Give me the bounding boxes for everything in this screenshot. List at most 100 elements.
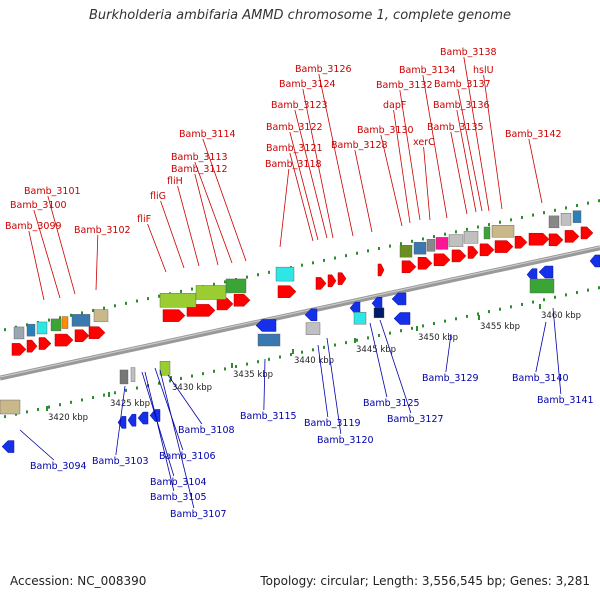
reverse-label-leader <box>369 322 388 398</box>
reverse-label-leader <box>154 367 184 451</box>
forward-gene-label: Bamb_3124 <box>279 79 336 90</box>
gene-block <box>0 399 21 415</box>
tick-row-bottom <box>191 374 193 378</box>
forward-label-leader <box>47 195 76 295</box>
tick-row-bottom <box>301 350 303 354</box>
forward-label-leader <box>483 74 503 210</box>
reverse-label-leader <box>263 358 266 411</box>
reverse-gene-arrow <box>538 265 554 279</box>
tick-row-bottom <box>367 336 369 340</box>
gene-block <box>61 316 69 329</box>
tick-row-top <box>466 227 468 231</box>
forward-gene-label: Bamb_3142 <box>505 129 562 140</box>
tick-row-top <box>356 251 358 255</box>
gene-block <box>463 231 479 244</box>
gene-block <box>413 241 427 255</box>
gene-block <box>159 361 171 376</box>
tick-row-top <box>367 249 369 253</box>
tick-row-bottom <box>543 298 545 302</box>
reverse-gene-label: Bamb_3094 <box>30 461 87 472</box>
gene-block <box>275 266 295 282</box>
tick-row-bottom <box>587 288 589 292</box>
scale-tick <box>231 363 233 368</box>
gene-block <box>560 213 572 226</box>
forward-label-leader <box>399 89 421 221</box>
forward-gene-label: Bamb_3138 <box>440 47 497 58</box>
forward-gene-arrow <box>564 230 580 243</box>
tick-row-bottom <box>411 326 413 330</box>
forward-gene-arrow <box>548 233 564 247</box>
tick-row-bottom <box>422 324 424 328</box>
tick-row-bottom <box>103 393 105 397</box>
gene-block <box>491 225 515 238</box>
tick-row-top <box>224 280 226 284</box>
reverse-gene-arrow <box>371 297 383 310</box>
reverse-gene-label: Bamb_3115 <box>240 411 297 422</box>
tick-row-top <box>147 297 149 301</box>
reverse-gene-label: Bamb_3108 <box>178 425 235 436</box>
tick-row-top <box>334 256 336 260</box>
scale-label: 3435 kbp <box>233 370 273 380</box>
gene-block <box>71 314 91 327</box>
tick-row-bottom <box>510 305 512 309</box>
gene-block <box>483 226 491 240</box>
forward-label-leader <box>289 131 319 241</box>
gene-block <box>195 285 227 300</box>
tick-row-bottom <box>598 286 600 290</box>
forward-gene-arrow <box>494 240 514 253</box>
tick-row-top <box>323 258 325 262</box>
gene-block <box>305 322 321 335</box>
scale-tick <box>46 406 48 411</box>
forward-gene-label: dapF <box>383 100 406 111</box>
gene-block <box>225 278 247 294</box>
forward-gene-arrow <box>327 274 337 288</box>
tick-row-top <box>191 287 193 291</box>
reverse-gene-label: Bamb_3105 <box>150 492 207 503</box>
forward-label-leader <box>457 88 483 212</box>
topology-label: Topology: circular; Length: 3,556,545 bp… <box>260 574 590 588</box>
tick-row-top <box>312 261 314 265</box>
forward-gene-label: Bamb_3100 <box>10 200 67 211</box>
forward-gene-label: Bamb_3099 <box>5 221 62 232</box>
gene-block <box>353 311 367 325</box>
tick-row-top <box>268 270 270 274</box>
tick-row-top <box>554 208 556 212</box>
tick-row-top <box>81 311 83 315</box>
forward-gene-arrow <box>11 343 27 356</box>
tick-row-top <box>444 232 446 236</box>
forward-label-leader <box>202 138 247 262</box>
forward-label-leader <box>95 234 99 291</box>
tick-row-bottom <box>92 396 94 400</box>
forward-label-leader <box>456 109 477 213</box>
tick-row-bottom <box>356 338 358 342</box>
tick-row-bottom <box>565 293 567 297</box>
tick-row-bottom <box>70 400 72 404</box>
forward-label-leader <box>528 138 543 204</box>
scale-tick <box>170 376 172 381</box>
dna-backbone <box>0 245 600 381</box>
tick-row-bottom <box>279 355 281 359</box>
gene-block <box>119 369 129 385</box>
reverse-label-leader <box>115 385 126 456</box>
forward-gene-arrow <box>162 309 186 322</box>
tick-row-bottom <box>444 319 446 323</box>
forward-label-leader <box>194 161 233 264</box>
reverse-gene-arrow <box>1 440 15 453</box>
tick-row-top <box>125 301 127 305</box>
reverse-gene-label: Bamb_3127 <box>387 414 444 425</box>
gene-block <box>36 321 48 335</box>
tick-row-bottom <box>48 405 50 409</box>
reverse-gene-label: Bamb_3141 <box>537 395 594 406</box>
tick-row-bottom <box>257 360 259 364</box>
gene-block <box>572 210 582 223</box>
tick-row-bottom <box>180 376 182 380</box>
tick-row-bottom <box>26 410 28 414</box>
tick-row-top <box>565 206 567 210</box>
tick-row-top <box>411 239 413 243</box>
forward-gene-arrow <box>54 333 74 347</box>
forward-label-leader <box>28 230 45 301</box>
reverse-label-leader <box>379 319 412 414</box>
tick-row-bottom <box>268 357 270 361</box>
reverse-label-leader <box>326 337 342 435</box>
forward-gene-label: Bamb_3130 <box>357 125 414 136</box>
